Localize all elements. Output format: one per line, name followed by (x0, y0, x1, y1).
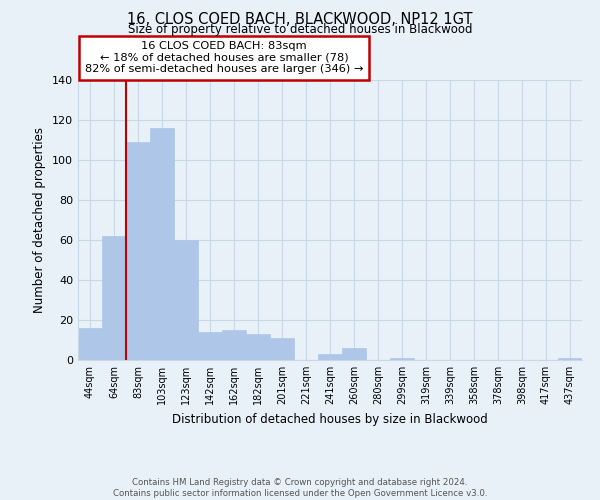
Bar (198, 332, 222, 360)
Text: Size of property relative to detached houses in Blackwood: Size of property relative to detached ho… (128, 24, 472, 36)
Bar (246, 334, 270, 360)
Bar (78, 328, 102, 360)
Bar (390, 358, 414, 360)
Bar (126, 142, 150, 360)
Text: 16, CLOS COED BACH, BLACKWOOD, NP12 1GT: 16, CLOS COED BACH, BLACKWOOD, NP12 1GT (127, 12, 473, 28)
Text: Contains HM Land Registry data © Crown copyright and database right 2024.
Contai: Contains HM Land Registry data © Crown c… (113, 478, 487, 498)
Bar (222, 330, 246, 360)
Y-axis label: Number of detached properties: Number of detached properties (34, 127, 46, 313)
Bar (558, 358, 582, 360)
Bar (342, 348, 366, 360)
Bar (318, 354, 342, 360)
Bar (174, 240, 198, 360)
Bar (102, 236, 126, 360)
Text: 16 CLOS COED BACH: 83sqm
← 18% of detached houses are smaller (78)
82% of semi-d: 16 CLOS COED BACH: 83sqm ← 18% of detach… (85, 41, 364, 74)
X-axis label: Distribution of detached houses by size in Blackwood: Distribution of detached houses by size … (172, 412, 488, 426)
Bar (270, 338, 294, 360)
Bar (150, 128, 174, 360)
